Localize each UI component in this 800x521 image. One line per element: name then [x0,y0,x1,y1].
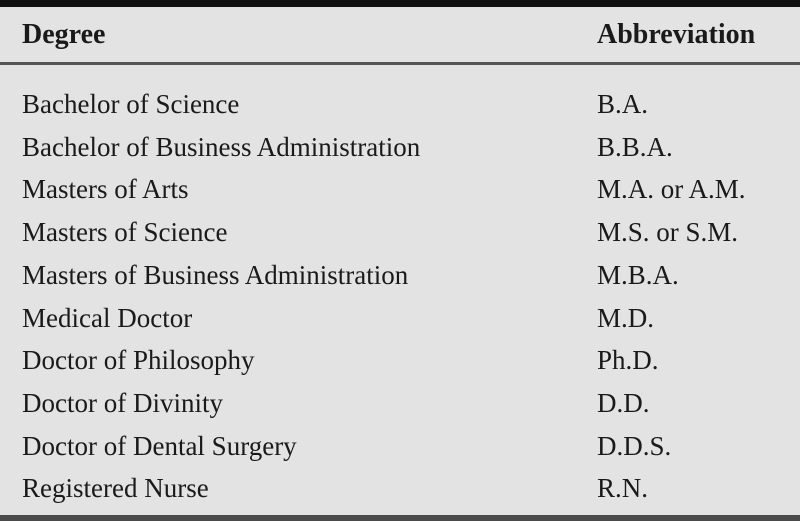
degree-cell: Masters of Arts [22,174,189,205]
table-row: Masters of Arts M.A. or A.M. [0,168,800,211]
header-degree: Degree [22,19,106,50]
abbreviation-cell: M.D. [597,302,655,333]
abbreviation-cell: M.A. or A.M. [597,174,746,205]
degree-cell: Bachelor of Business Administration [22,131,421,162]
degree-cell: Bachelor of Science [22,89,240,119]
abbreviation-cell: B.A. [597,89,649,119]
abbreviation-cell: D.D.S. [597,430,672,461]
abbreviation-cell: M.B.A. [597,259,679,290]
degree-cell: Medical Doctor [22,302,193,333]
top-border [0,0,800,7]
table-row: Medical Doctor M.D. [0,297,800,340]
degree-cell: Registered Nurse [22,473,209,504]
table-row: Doctor of Philosophy Ph.D. [0,339,800,382]
table-row: Bachelor of Science B.A. [0,83,800,126]
table-row: Doctor of Divinity D.D. [0,382,800,425]
table-row: Masters of Science M.S. or S.M. [0,211,800,254]
bottom-border [0,515,800,521]
degree-cell: Masters of Science [22,217,228,248]
abbreviation-cell: M.S. or S.M. [597,217,739,248]
degree-cell: Doctor of Divinity [22,387,223,418]
table-row: Registered Nurse R.N. [0,467,800,510]
abbreviation-cell: B.B.A. [597,131,673,162]
table-row: Masters of Business Administration M.B.A. [0,254,800,297]
degree-cell: Doctor of Dental Surgery [22,430,297,461]
degree-cell: Masters of Business Administration [22,259,409,290]
abbreviation-cell: Ph.D. [597,345,659,376]
abbreviation-cell: R.N. [597,473,649,504]
table-row: Bachelor of Business Administration B.B.A… [0,126,800,169]
table-row: Doctor of Dental Surgery D.D.S. [0,425,800,468]
degree-cell: Doctor of Philosophy [22,345,255,376]
abbreviation-cell: D.D. [597,387,650,418]
header-rule [0,62,800,65]
header-abbreviation: Abbreviation [597,19,756,50]
